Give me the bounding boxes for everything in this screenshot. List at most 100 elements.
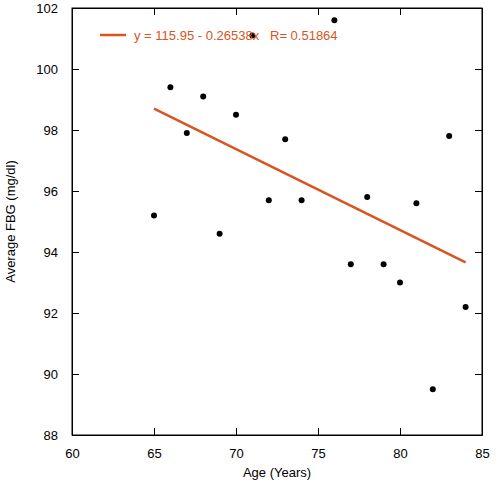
chart: 60 65 70 75 80 85 88 90 92 94 96 98 100 102 y = 115.95…: [0, 0, 500, 485]
tick-mark: [72, 69, 79, 70]
tick-label: 96: [44, 184, 58, 199]
point: [348, 261, 354, 267]
tick-mark: [236, 8, 237, 15]
point: [200, 93, 206, 99]
legend: y = 115.95 - 0.26538x R= 0.51864: [100, 28, 338, 43]
tick-mark: [475, 374, 482, 375]
plot-frame: [72, 8, 482, 435]
tick: [154, 8, 155, 15]
axis-line: [482, 9, 483, 436]
tick: 75: [311, 428, 325, 461]
tick-label: 60: [65, 446, 79, 461]
tick: [475, 191, 482, 192]
marks: [151, 17, 469, 392]
tick: [318, 8, 319, 15]
tick: [72, 8, 73, 15]
tick: [236, 8, 237, 15]
legend-entry: y = 115.95 - 0.26538x R= 0.51864: [100, 28, 338, 43]
tick: 65: [147, 428, 161, 461]
tick-mark: [72, 252, 79, 253]
tick-mark: [475, 435, 482, 436]
point: [266, 197, 272, 203]
tick: 96: [44, 184, 79, 199]
point: [331, 17, 337, 23]
tick-label: 90: [44, 367, 58, 382]
tick-mark: [72, 313, 79, 314]
x-axis-top: [73, 8, 483, 15]
legend-label: y = 115.95 - 0.26538x R= 0.51864: [134, 28, 338, 43]
tick: 98: [44, 123, 79, 138]
tick: [475, 69, 482, 70]
tick: 102: [36, 1, 79, 16]
tick-mark: [72, 435, 79, 436]
tick-mark: [154, 8, 155, 15]
tick-label: 102: [36, 1, 58, 16]
tick-mark: [236, 428, 237, 435]
axis-line: [73, 8, 483, 9]
tick: 94: [44, 245, 79, 260]
y-axis-right: [475, 9, 483, 436]
tick-mark: [72, 130, 79, 131]
axis-line: [73, 435, 483, 436]
tick: 92: [44, 306, 79, 321]
tick-label: 100: [36, 62, 58, 77]
point: [167, 84, 173, 90]
tick-mark: [475, 8, 482, 9]
tick-label: 65: [147, 446, 161, 461]
tick-mark: [318, 8, 319, 15]
tick: [400, 8, 401, 15]
point: [299, 197, 305, 203]
tick-mark: [475, 130, 482, 131]
x-axis: 60 65 70 75 80 85: [65, 428, 489, 461]
point: [463, 304, 469, 310]
tick: [475, 313, 482, 314]
tick-label: 92: [44, 306, 58, 321]
tick-label: 98: [44, 123, 58, 138]
tick-mark: [475, 69, 482, 70]
axis-line: [72, 9, 73, 436]
tick: [475, 8, 482, 9]
tick: 70: [229, 428, 243, 461]
tick-mark: [72, 191, 79, 192]
point: [217, 231, 223, 237]
tick-mark: [154, 428, 155, 435]
tick-label: 80: [393, 446, 407, 461]
point: [430, 386, 436, 392]
legend-swatch: [100, 34, 126, 37]
tick-mark: [475, 252, 482, 253]
tick: [475, 435, 482, 436]
point: [381, 261, 387, 267]
tick-mark: [475, 313, 482, 314]
point: [233, 112, 239, 118]
y-axis: 88 90 92 94 96 98 100 102: [36, 1, 79, 443]
tick-mark: [72, 374, 79, 375]
tick: [475, 130, 482, 131]
tick: [475, 374, 482, 375]
tick: 90: [44, 367, 79, 382]
tick-label: 94: [44, 245, 58, 260]
regression-line: [154, 109, 466, 263]
point: [151, 212, 157, 218]
tick: 100: [36, 62, 79, 77]
point: [184, 130, 190, 136]
plot: 60 65 70 75 80 85 88 90 92 94 96 98 100 102 y = 115.95…: [36, 1, 489, 462]
point: [282, 136, 288, 142]
tick-mark: [475, 191, 482, 192]
tick-label: 75: [311, 446, 325, 461]
tick-mark: [318, 428, 319, 435]
point: [413, 200, 419, 206]
tick-mark: [72, 8, 73, 15]
tick-label: 85: [475, 446, 489, 461]
x-axis-title: Age (Years): [243, 465, 311, 480]
tick: 88: [44, 428, 79, 443]
tick-mark: [400, 428, 401, 435]
point: [446, 133, 452, 139]
tick: [475, 252, 482, 253]
tick: 80: [393, 428, 407, 461]
point: [364, 194, 370, 200]
y-axis-title: Average FBG (mg/dl): [3, 160, 18, 283]
tick-label: 70: [229, 446, 243, 461]
tick-mark: [400, 8, 401, 15]
point: [397, 280, 403, 286]
tick-label: 88: [44, 428, 58, 443]
